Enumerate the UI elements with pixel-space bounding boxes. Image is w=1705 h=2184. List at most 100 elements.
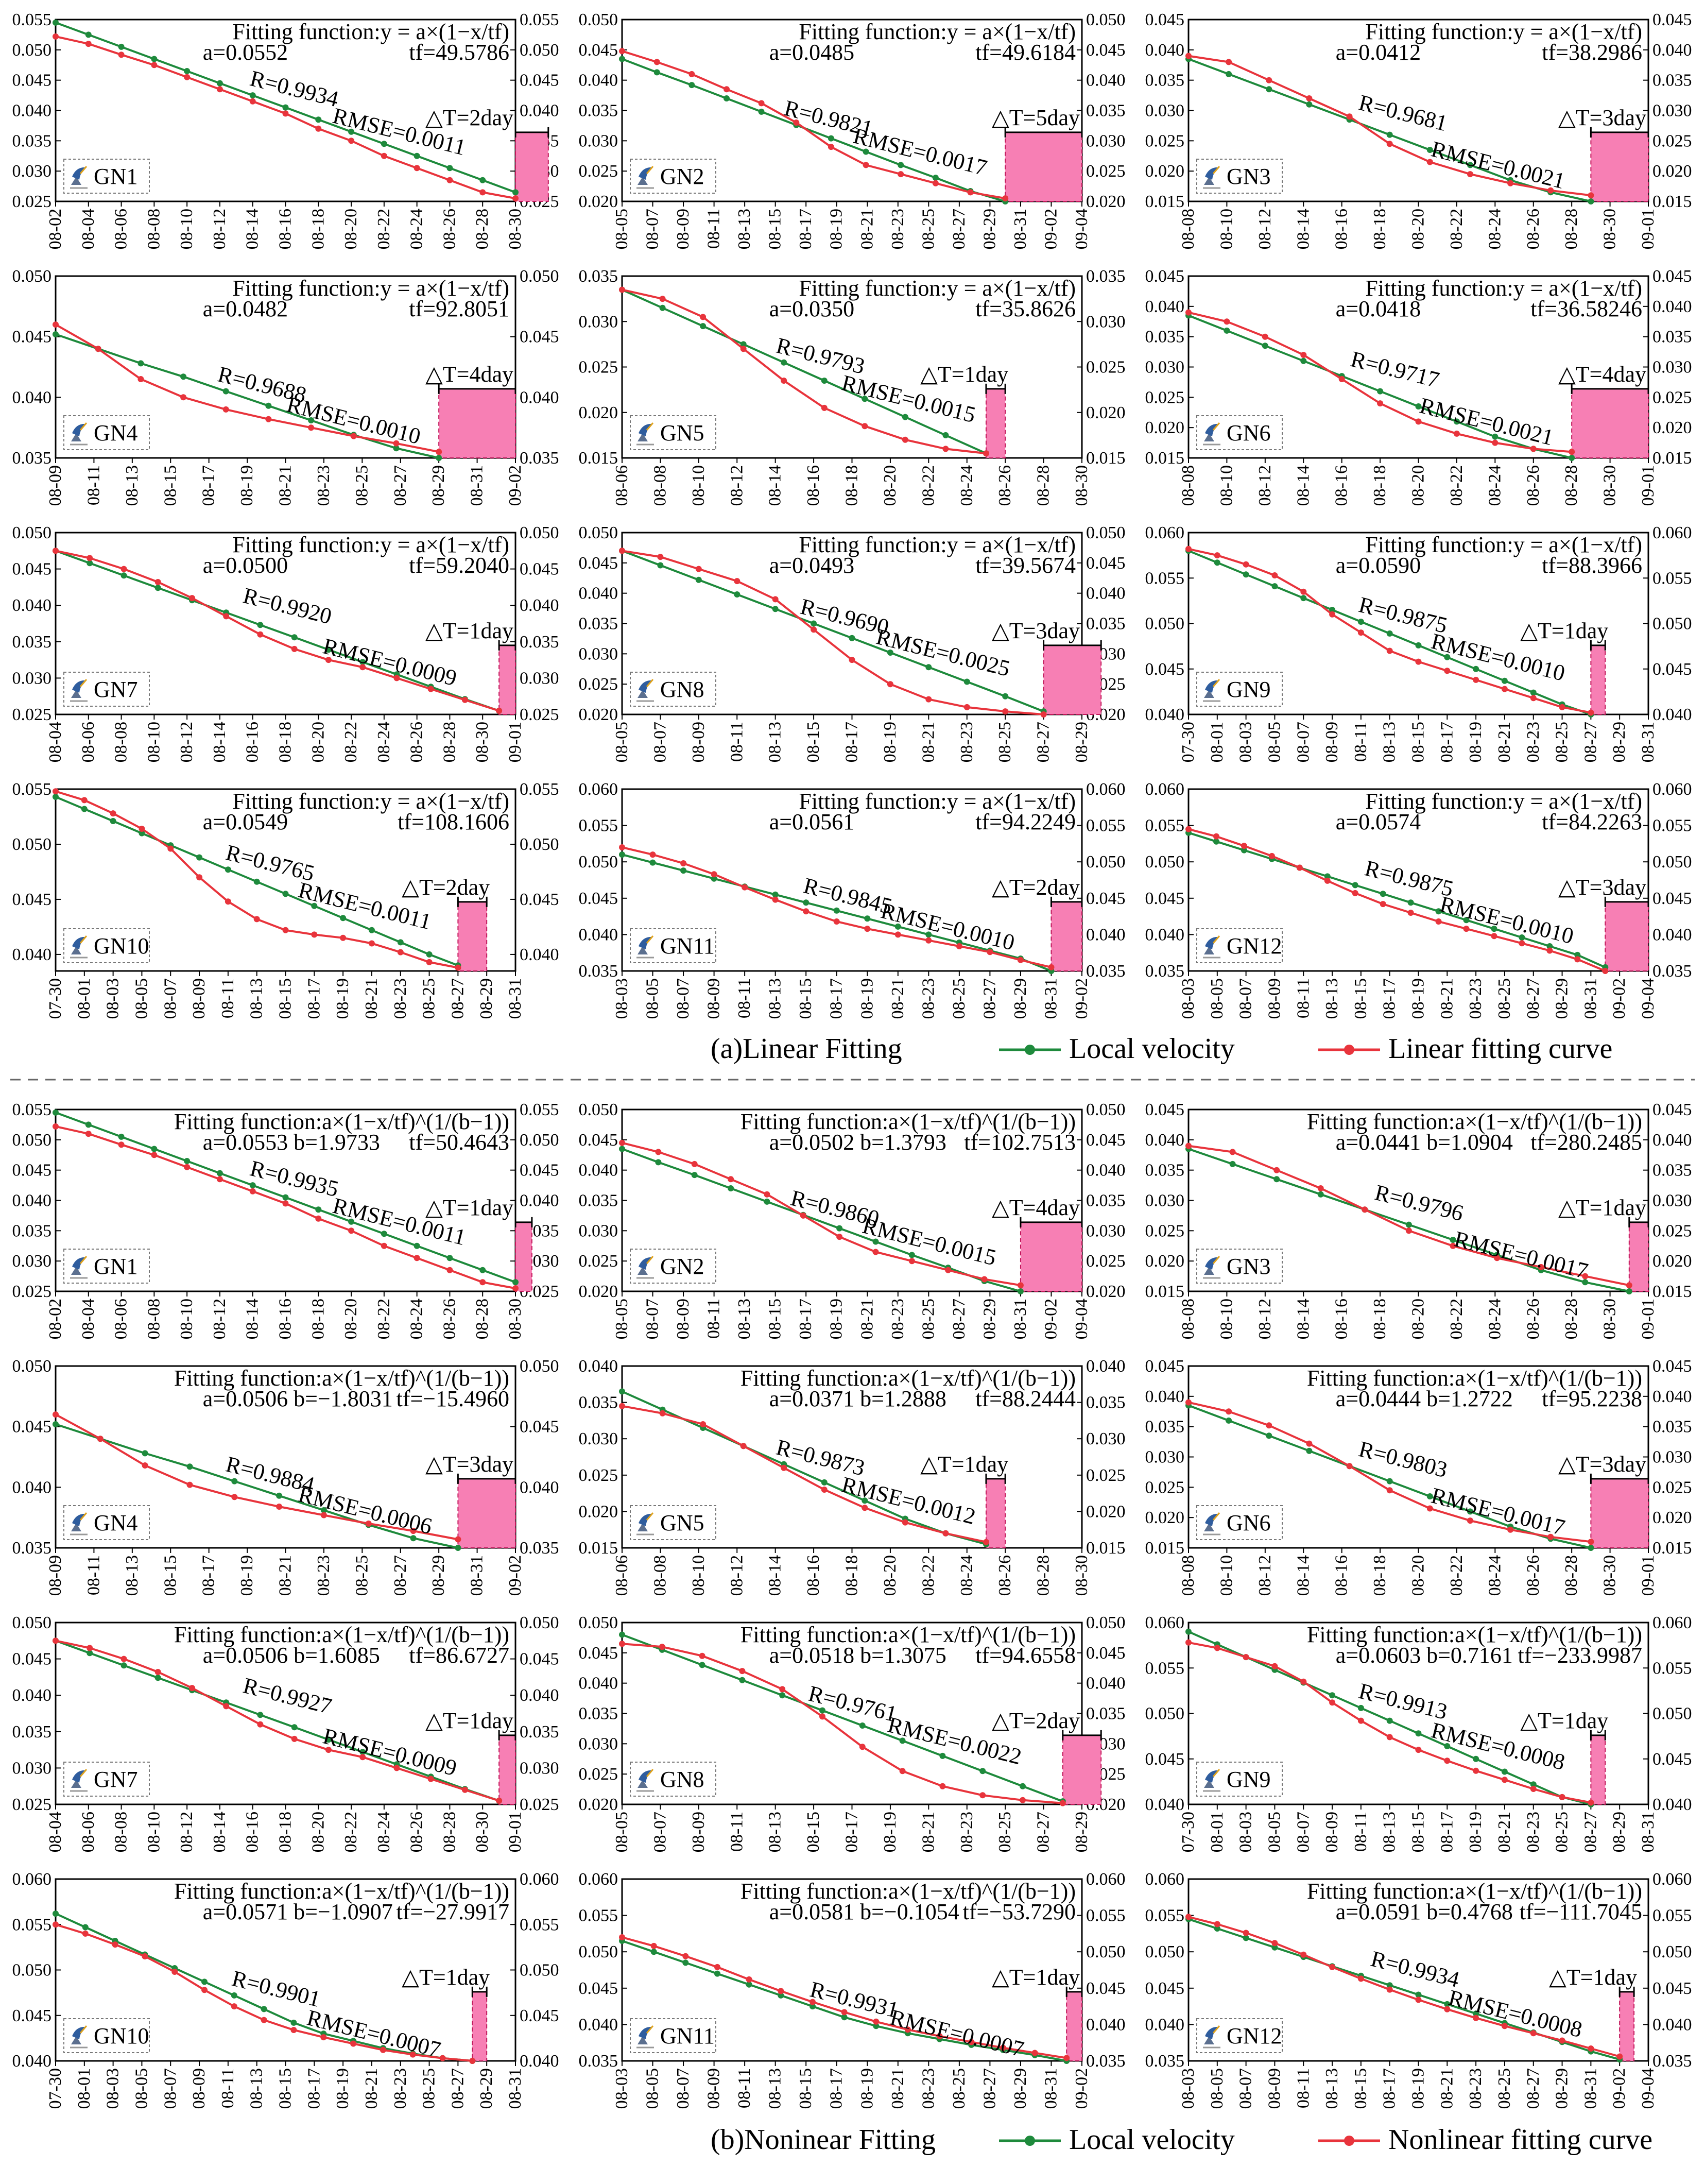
local-velocity-point: [746, 1981, 752, 1988]
fitting-curve-point: [1530, 1786, 1537, 1792]
fitting-curve-point: [137, 376, 144, 382]
fitting-curve-point: [1063, 2055, 1070, 2061]
x-tick-label: 08-16: [804, 1555, 823, 1596]
fitting-curve-point: [1020, 1797, 1026, 1803]
x-tick-label: 08-26: [407, 722, 426, 762]
fitting-curve-point: [1626, 1282, 1632, 1289]
y-tick-label-right: 0.055: [520, 780, 559, 799]
local-velocity-point: [714, 1970, 720, 1977]
local-velocity-point: [393, 445, 400, 452]
fitting-curve-point: [381, 152, 387, 159]
x-tick-label: 08-20: [308, 1812, 328, 1852]
local-velocity-point: [1519, 934, 1525, 941]
fitting-curve-point: [167, 845, 174, 852]
local-velocity-point: [758, 108, 765, 115]
fitting-curve-point: [1268, 852, 1275, 859]
y-tick-label-right: 0.045: [520, 71, 559, 90]
y-tick-label-left: 0.050: [579, 852, 618, 872]
x-tick-label: 08-31: [468, 1555, 487, 1596]
fitting-curve-point: [81, 797, 88, 804]
fitting-curve-point: [1243, 561, 1249, 568]
x-tick-label: 08-08: [1179, 1555, 1198, 1596]
y-tick-label-left: 0.050: [1145, 615, 1185, 634]
x-tick-label: 08-23: [888, 1299, 907, 1339]
x-tick-label: 08-05: [132, 2068, 151, 2109]
fitting-curve-point: [154, 579, 161, 585]
x-tick-label: 09-02: [506, 1555, 525, 1596]
local-velocity-point: [925, 931, 932, 938]
legend-label: Local velocity: [1069, 2124, 1235, 2156]
dish-base: [71, 2036, 81, 2044]
y-tick-label-left: 0.045: [579, 1979, 618, 1998]
delta-t-label: △T=1day: [992, 1965, 1080, 1990]
y-tick-label-right: 0.040: [520, 1686, 559, 1705]
x-tick-label: 08-12: [177, 722, 196, 762]
local-velocity-point: [120, 1662, 127, 1669]
fitting-curve-point: [53, 1123, 59, 1130]
station-label: GN11: [660, 933, 715, 959]
local-velocity-point: [1530, 1781, 1537, 1788]
y-tick-label-left: 0.045: [579, 41, 618, 60]
fitting-curve-point: [139, 826, 145, 832]
local-velocity-point: [778, 1992, 784, 1999]
chart-panel-nonlinear-gn4: 0.035 0.035 0.040 0.040 0.045 0.045 0.050 0.050…: [12, 1357, 559, 1596]
x-tick-label: 08-31: [468, 465, 487, 506]
y-tick-label-left: 0.050: [1145, 852, 1185, 872]
local-velocity-point: [810, 2003, 816, 2010]
fitting-curve-point: [983, 1539, 989, 1545]
y-tick-label-right: 0.015: [1086, 449, 1126, 468]
x-tick-label: 08-05: [612, 1812, 631, 1852]
local-velocity-point: [1453, 418, 1460, 425]
y-tick-label-right: 0.060: [1652, 780, 1692, 799]
fitting-function-label: Fitting function:a×(1−x/tf)^(1/(b−1)): [740, 1879, 1076, 1904]
fitting-curve-point: [151, 1152, 158, 1158]
x-tick-label: 08-03: [104, 2068, 123, 2109]
r-value-label: R=0.9803: [1356, 1436, 1450, 1482]
local-velocity-point: [216, 1170, 223, 1176]
y-tick-label-left: 0.040: [1145, 705, 1185, 724]
x-tick-label: 08-27: [391, 465, 410, 506]
x-tick-label: 08-03: [1179, 2068, 1198, 2109]
legend-swatch-marker: [1344, 1045, 1354, 1055]
y-tick-label-left: 0.050: [12, 1131, 52, 1150]
x-tick-label: 08-10: [177, 1299, 196, 1339]
fitting-curve-point: [154, 1669, 161, 1675]
fitting-curve-point: [1494, 1255, 1501, 1261]
dish-feed: [79, 166, 88, 174]
local-velocity-point: [265, 402, 272, 409]
y-tick-label-right: 0.045: [520, 1650, 559, 1669]
fitting-curve-point: [1530, 446, 1537, 452]
fitting-curve-point: [112, 1941, 118, 1948]
legend-entry: Nonlinear fitting curve: [1318, 2124, 1652, 2156]
local-velocity-point: [649, 859, 656, 866]
station-label: GN5: [660, 420, 704, 446]
fitting-curve-point: [1296, 864, 1303, 871]
fitting-curve-point: [700, 1421, 707, 1427]
local-velocity-point: [902, 414, 908, 420]
local-velocity-point: [1020, 1783, 1026, 1789]
fitting-curve-line: [1188, 1916, 1620, 2058]
fitting-curve-point: [1386, 1734, 1393, 1741]
fitting-curve-point: [1444, 668, 1451, 674]
local-velocity-point: [779, 1692, 786, 1699]
fitting-curve-point: [932, 180, 939, 186]
fitting-curve-point: [1547, 187, 1554, 194]
dish-feed: [79, 1769, 88, 1777]
x-tick-label: 08-15: [1409, 1812, 1428, 1852]
fitting-curve-point: [142, 1953, 148, 1959]
y-tick-label-right: 0.050: [520, 835, 559, 854]
satellite-dish-icon: [1203, 422, 1220, 446]
fitting-curve-point: [1357, 1717, 1364, 1724]
chart-panel-nonlinear-gn9: 0.040 0.040 0.045 0.045 0.050 0.050 0.055 0.055…: [1145, 1613, 1692, 1852]
fitting-curve-point: [1214, 1921, 1220, 1927]
local-velocity-point: [154, 585, 161, 591]
fitting-curve-point: [87, 1645, 93, 1651]
y-tick-label-left: 0.045: [579, 1644, 618, 1663]
y-tick-label-right: 0.040: [1652, 1795, 1692, 1814]
delta-t-gap-box: [1062, 1734, 1102, 1805]
dish-base: [1204, 1780, 1214, 1788]
x-tick-label: 08-02: [46, 1299, 65, 1339]
fitting-curve-point: [365, 1520, 372, 1527]
x-tick-label: 08-09: [1265, 978, 1284, 1019]
